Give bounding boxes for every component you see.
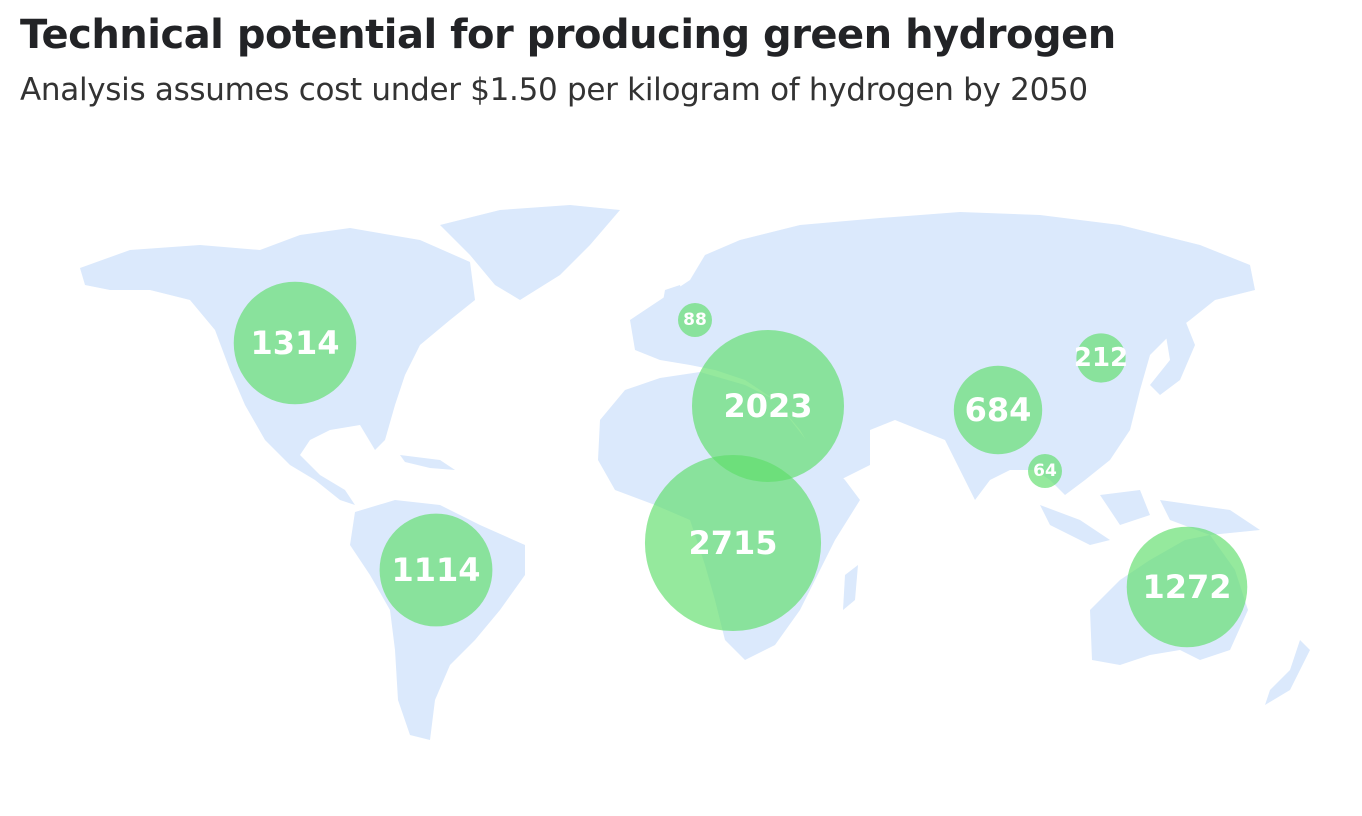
bubble [1076,333,1126,383]
eurasia [630,212,1255,500]
chart-title: Technical potential for producing green … [20,12,1116,58]
bubble-label: 2023 [723,387,812,425]
greenland [440,205,620,300]
bubble-label: 1114 [391,551,480,589]
bubble [379,513,493,627]
bubble [953,365,1043,455]
bubble [1126,526,1248,648]
uk [660,285,685,320]
bubble-label: 684 [965,391,1032,429]
bubble [691,329,845,483]
new-zealand [1265,640,1310,705]
bubble-label: 2715 [688,524,777,562]
bubble-label: 64 [1033,461,1057,481]
bubble-label: 212 [1074,343,1128,373]
bubble-label: 1272 [1142,568,1231,606]
madagascar [843,565,858,610]
japan [1150,320,1195,395]
caribbean [400,455,455,470]
bubbles: 1314 88 2023 212 684 64 2715 1114 1272 [233,281,1248,648]
bubble-label: 1314 [250,324,339,362]
bubble [233,281,357,405]
chart-subtitle: Analysis assumes cost under $1.50 per ki… [20,72,1088,108]
bubble-label: 88 [683,310,707,330]
bubble [678,303,712,337]
southeast-asia-islands [1040,490,1260,545]
bubble [644,454,822,632]
bubble [1028,454,1062,488]
